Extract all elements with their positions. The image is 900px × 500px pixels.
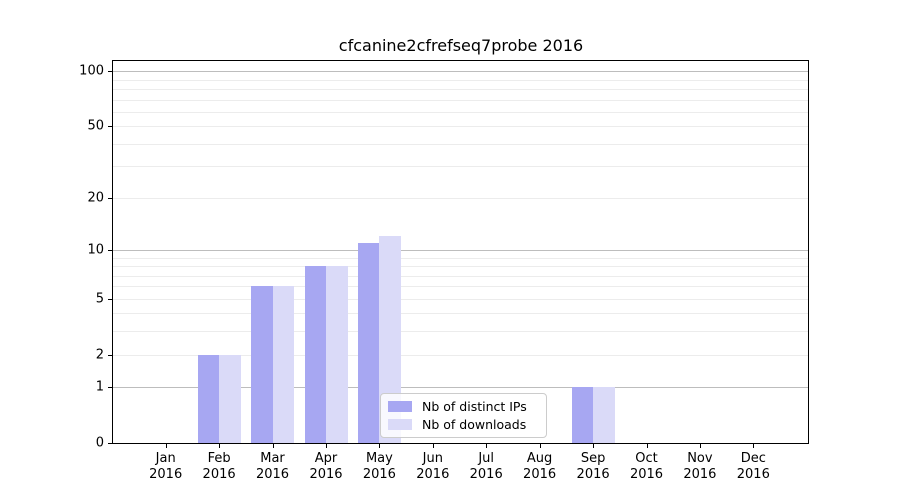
y-tick — [108, 126, 113, 128]
x-tick — [326, 444, 327, 448]
x-tick-label: Aug 2016 — [523, 451, 557, 482]
legend-swatch-distinct-ips-icon — [388, 400, 412, 412]
y-tick-label: 0 — [95, 435, 104, 451]
y-tick — [108, 298, 113, 300]
minor-gridline — [113, 298, 808, 300]
y-tick-label: 10 — [87, 242, 104, 258]
x-tick — [432, 444, 434, 448]
major-gridline — [113, 387, 808, 389]
minor-gridline — [113, 111, 808, 113]
bar-distinct-ips-sep — [571, 387, 594, 443]
y-tick — [108, 387, 113, 389]
bar-downloads-may — [379, 236, 401, 443]
y-tick — [108, 249, 113, 251]
y-tick-label: 50 — [87, 118, 104, 134]
x-tick — [272, 444, 274, 448]
x-tick — [486, 444, 488, 448]
minor-gridline — [113, 143, 808, 145]
major-gridline — [113, 71, 808, 73]
minor-gridline — [113, 99, 808, 101]
x-tick-label: Apr 2016 — [309, 451, 343, 482]
minor-gridline — [113, 286, 808, 288]
bar-downloads-feb — [219, 354, 241, 443]
x-tick-label: Jul 2016 — [469, 451, 503, 482]
x-tick-label: Feb 2016 — [202, 451, 236, 482]
x-tick-label: Mar 2016 — [255, 451, 290, 482]
x-tick — [699, 444, 701, 448]
x-tick-label: Sep 2016 — [576, 451, 610, 482]
legend-label-distinct-ips: Nb of distinct IPs — [422, 398, 527, 414]
x-tick — [379, 444, 381, 448]
legend-row-downloads: Nb of downloads — [388, 416, 540, 433]
y-tick — [108, 197, 113, 199]
x-tick-label: May 2016 — [362, 451, 396, 482]
minor-gridline — [113, 354, 808, 356]
minor-gridline — [113, 166, 808, 168]
y-tick-label: 100 — [79, 63, 104, 79]
y-tick-label: 2 — [95, 347, 104, 362]
x-tick-label: Nov 2016 — [683, 451, 717, 482]
x-tick — [219, 444, 221, 448]
y-tick — [108, 354, 113, 356]
bar-downloads-apr — [326, 266, 348, 443]
y-tick-label: 5 — [95, 291, 104, 307]
chart-title: cfcanine2cfrefseq7probe 2016 — [338, 36, 584, 55]
bar-downloads-sep — [593, 387, 615, 443]
x-tick — [539, 444, 541, 448]
minor-gridline — [113, 88, 808, 90]
x-tick-label: Jan 2016 — [149, 451, 183, 482]
minor-gridline — [113, 275, 808, 277]
minor-gridline — [113, 313, 808, 315]
bar-distinct-ips-apr — [304, 266, 326, 443]
legend-label-downloads: Nb of downloads — [422, 417, 527, 433]
minor-gridline — [113, 197, 808, 199]
legend: Nb of distinct IPs Nb of downloads — [380, 393, 547, 438]
x-tick-label: Oct 2016 — [629, 451, 664, 482]
minor-gridline — [113, 126, 808, 128]
x-tick-label: Dec 2016 — [736, 451, 770, 482]
legend-row-distinct-ips: Nb of distinct IPs — [388, 398, 540, 415]
x-tick-label: Jun 2016 — [416, 451, 450, 482]
y-tick-label: 1 — [95, 379, 104, 395]
minor-gridline — [113, 257, 808, 259]
bar-distinct-ips-mar — [251, 286, 273, 443]
x-tick — [165, 444, 167, 448]
minor-gridline — [113, 331, 808, 333]
y-tick — [108, 443, 113, 444]
major-gridline — [113, 249, 808, 251]
y-tick — [108, 71, 113, 73]
bar-distinct-ips-feb — [197, 354, 220, 443]
minor-gridline — [113, 266, 808, 267]
bar-distinct-ips-may — [357, 242, 380, 443]
y-tick-label: 20 — [87, 190, 104, 206]
x-tick — [753, 444, 755, 448]
bar-downloads-mar — [272, 286, 294, 443]
x-tick — [646, 444, 648, 448]
legend-swatch-downloads-icon — [388, 419, 412, 431]
x-tick — [593, 444, 595, 448]
minor-gridline — [113, 79, 808, 81]
